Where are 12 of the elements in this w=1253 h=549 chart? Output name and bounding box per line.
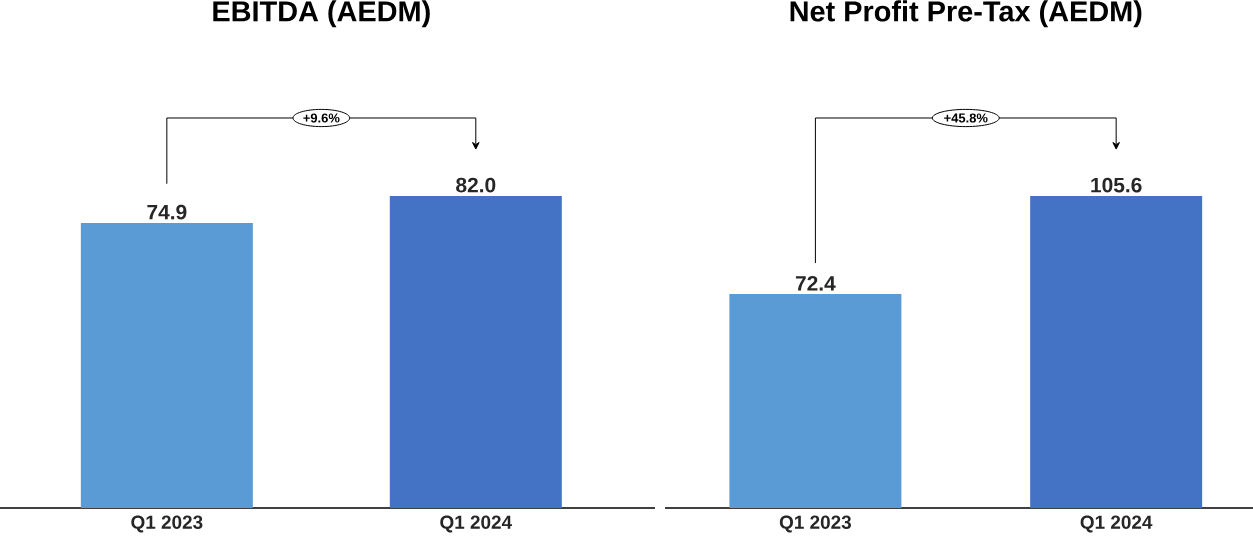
x-tick-label: Q1 2023	[131, 515, 203, 533]
chart-title: Net Profit Pre-Tax (AEDM)	[790, 0, 1142, 28]
chart-title: EBITDA (AEDM)	[213, 0, 430, 28]
text: +9.6%	[303, 113, 340, 123]
x-tick-label: Q1 2024	[1080, 515, 1153, 533]
data-label: 82.0	[456, 177, 496, 193]
x-tick-label: Q1 2023	[779, 515, 851, 533]
text: +45.8%	[944, 113, 988, 123]
data-label: 72.4	[795, 275, 836, 291]
data-label: 105.6	[1091, 177, 1142, 193]
x-tick-label: Q1 2024	[440, 515, 512, 533]
data-label: 74.9	[147, 204, 187, 220]
